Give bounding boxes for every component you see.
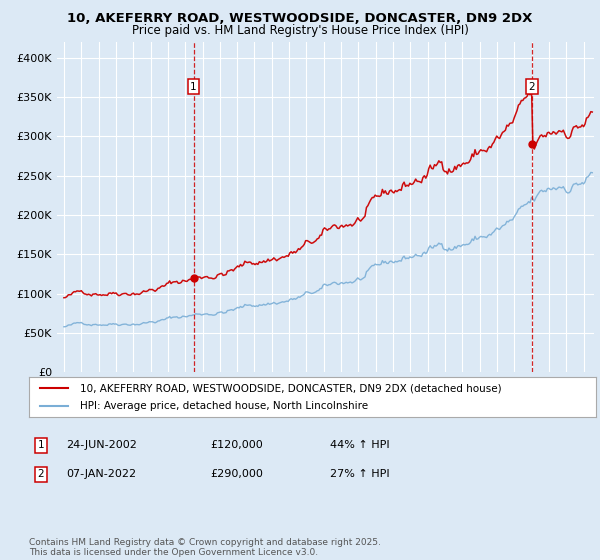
Text: 1: 1	[190, 82, 197, 92]
Text: 10, AKEFERRY ROAD, WESTWOODSIDE, DONCASTER, DN9 2DX (detached house): 10, AKEFERRY ROAD, WESTWOODSIDE, DONCAST…	[80, 383, 502, 393]
Text: £120,000: £120,000	[210, 440, 263, 450]
Text: 24-JUN-2002: 24-JUN-2002	[66, 440, 137, 450]
Text: 27% ↑ HPI: 27% ↑ HPI	[330, 469, 389, 479]
Text: 2: 2	[37, 469, 44, 479]
Text: 2: 2	[529, 82, 535, 92]
Text: 1: 1	[37, 440, 44, 450]
Text: 07-JAN-2022: 07-JAN-2022	[66, 469, 136, 479]
Text: 10, AKEFERRY ROAD, WESTWOODSIDE, DONCASTER, DN9 2DX: 10, AKEFERRY ROAD, WESTWOODSIDE, DONCAST…	[67, 12, 533, 25]
Text: 44% ↑ HPI: 44% ↑ HPI	[330, 440, 389, 450]
Text: HPI: Average price, detached house, North Lincolnshire: HPI: Average price, detached house, Nort…	[80, 401, 368, 411]
Text: Contains HM Land Registry data © Crown copyright and database right 2025.
This d: Contains HM Land Registry data © Crown c…	[29, 538, 380, 557]
Text: £290,000: £290,000	[210, 469, 263, 479]
Text: Price paid vs. HM Land Registry's House Price Index (HPI): Price paid vs. HM Land Registry's House …	[131, 24, 469, 37]
